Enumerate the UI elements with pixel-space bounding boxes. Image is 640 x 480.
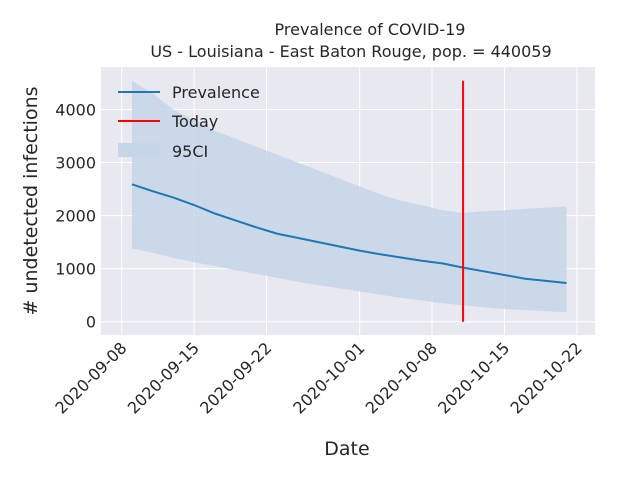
prevalence-line [131, 183, 567, 284]
x-axis-label: Date [324, 438, 369, 460]
ci-layer [132, 80, 567, 313]
y-tick-label: 2000 [55, 207, 96, 226]
x-tick-label: 2020-10-01 [289, 338, 368, 417]
y-tick-label: 4000 [55, 100, 96, 119]
y-tick-label: 3000 [55, 154, 96, 173]
legend-today-label: Today [171, 112, 218, 131]
chart-title: Prevalence of COVID-19 [275, 20, 466, 39]
x-tick-label: 2020-09-22 [196, 338, 275, 417]
legend-ci-swatch [118, 143, 160, 157]
legend-ci-label: 95CI [172, 142, 208, 161]
x-tick-label: 2020-10-22 [507, 338, 586, 417]
x-tick-label: 2020-09-15 [124, 338, 203, 417]
y-tick-label: 1000 [55, 260, 96, 279]
y-tick-labels: 0 1000 2000 3000 4000 [55, 100, 96, 331]
x-tick-label: 2020-09-08 [51, 338, 130, 417]
line-layer [131, 183, 567, 284]
ci-band [132, 80, 567, 313]
chart-subtitle: US - Louisiana - East Baton Rouge, pop. … [150, 42, 551, 61]
legend: Prevalence Today 95CI [118, 83, 260, 161]
legend-prevalence-label: Prevalence [172, 83, 260, 102]
y-axis-label: # undetected infections [20, 86, 42, 315]
x-tick-label: 2020-10-15 [434, 338, 513, 417]
y-tick-label: 0 [86, 313, 96, 332]
x-tick-label: 2020-10-08 [362, 338, 441, 417]
